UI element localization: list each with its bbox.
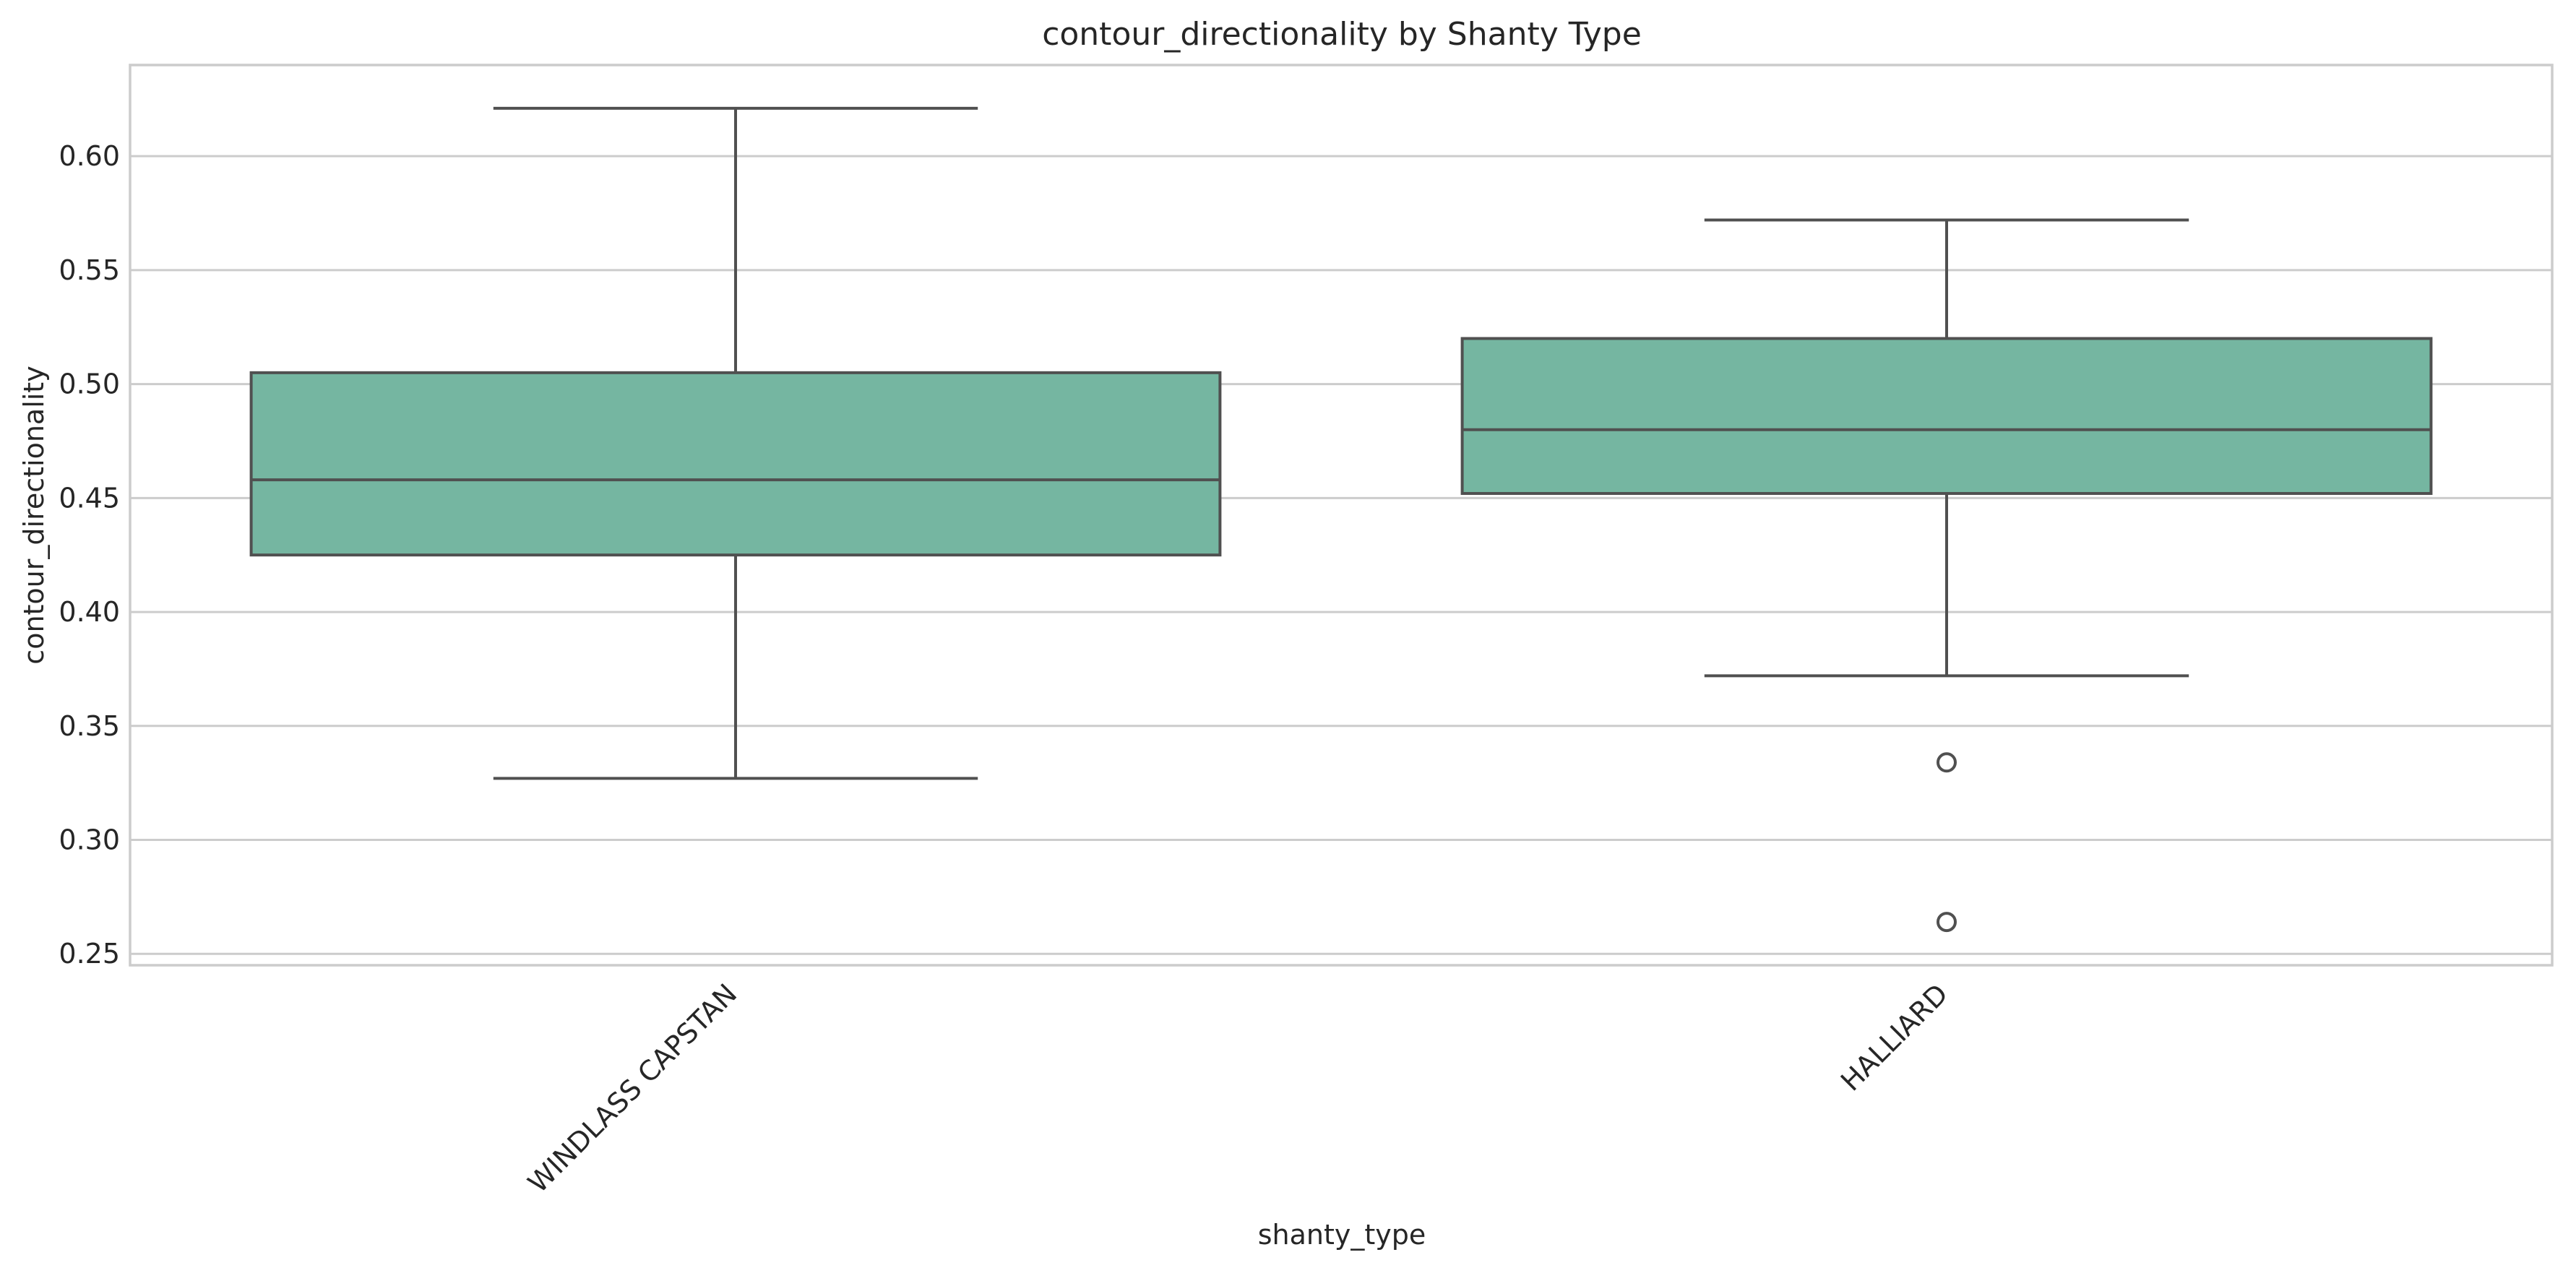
- outlier-point: [1937, 912, 1957, 933]
- y-tick-label: 0.30: [59, 824, 120, 856]
- y-tick-label: 0.40: [59, 596, 120, 628]
- y-tick-label: 0.55: [59, 254, 120, 286]
- y-tick-label: 0.50: [59, 368, 120, 400]
- box-iqr: [1460, 337, 2433, 496]
- x-tick-label: HALLIARD: [1835, 978, 1954, 1097]
- box-series: [249, 106, 2433, 933]
- y-tick-label: 0.60: [59, 140, 120, 172]
- y-tick-label: 0.25: [59, 938, 120, 970]
- y-axis-label: contour_directionality: [18, 366, 50, 664]
- axes-frame: [129, 64, 2554, 967]
- chart-title: contour_directionality by Shanty Type: [1042, 16, 1642, 53]
- y-tick-label: 0.45: [59, 482, 120, 514]
- y-axis-ticks: 0.25 0.30 0.35 0.40 0.45 0.50 0.55 0.60: [59, 140, 120, 970]
- box-iqr: [249, 371, 1222, 557]
- x-axis-ticks: WINDLASS CAPSTAN HALLIARD: [522, 978, 1954, 1199]
- outlier-point: [1937, 752, 1957, 773]
- box-group: [249, 106, 1222, 780]
- x-tick-label: WINDLASS CAPSTAN: [522, 978, 743, 1199]
- y-tick-label: 0.35: [59, 710, 120, 742]
- x-axis-label: shanty_type: [1258, 1219, 1426, 1251]
- box-group: [1460, 218, 2433, 933]
